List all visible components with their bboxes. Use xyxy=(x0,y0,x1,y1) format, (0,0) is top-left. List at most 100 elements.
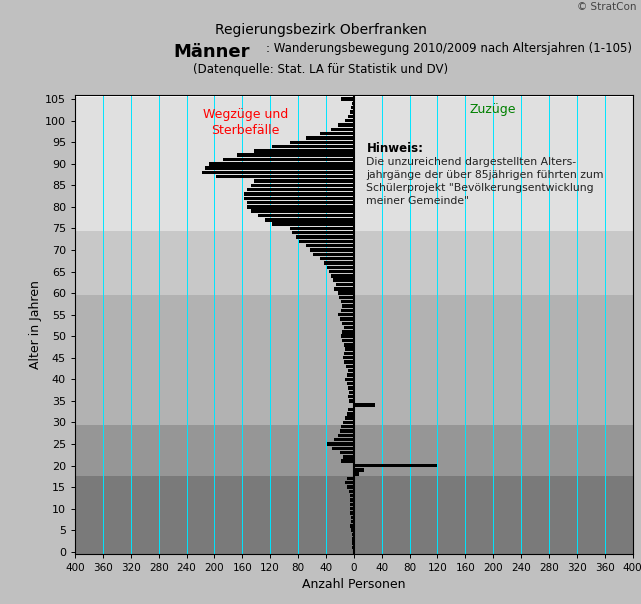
Bar xyxy=(328,442,354,446)
Bar xyxy=(335,287,354,291)
Bar xyxy=(340,429,354,432)
Bar xyxy=(345,416,354,420)
Bar xyxy=(349,494,354,498)
Bar xyxy=(344,420,354,424)
X-axis label: Anzahl Personen: Anzahl Personen xyxy=(302,579,406,591)
Bar xyxy=(338,291,354,295)
Bar xyxy=(343,356,354,359)
Bar xyxy=(347,386,354,390)
Bar xyxy=(351,511,354,515)
Bar xyxy=(244,192,354,196)
Bar xyxy=(329,270,354,273)
Bar xyxy=(354,472,360,476)
Bar xyxy=(342,339,354,342)
Bar xyxy=(202,171,354,174)
Bar xyxy=(216,175,354,178)
Bar xyxy=(254,149,354,153)
Text: © StratCon: © StratCon xyxy=(577,2,637,12)
Bar xyxy=(313,252,354,256)
Bar xyxy=(351,503,354,506)
Bar xyxy=(75,477,633,554)
Text: Die unzureichend dargestellten Alters-
jahrgänge der über 85jährigen führten zum: Die unzureichend dargestellten Alters- j… xyxy=(367,157,604,206)
Bar xyxy=(354,464,438,467)
Bar xyxy=(310,248,354,252)
Bar xyxy=(342,330,354,333)
Bar xyxy=(340,451,354,454)
Bar xyxy=(342,321,354,325)
Bar xyxy=(335,438,354,442)
Bar xyxy=(237,153,354,157)
Bar xyxy=(331,446,354,450)
Bar xyxy=(351,528,354,532)
Bar xyxy=(346,365,354,368)
Bar xyxy=(338,313,354,316)
Bar xyxy=(247,188,354,191)
Bar xyxy=(341,97,354,101)
Bar xyxy=(299,240,354,243)
Bar xyxy=(345,347,354,351)
Bar xyxy=(337,283,354,286)
Bar xyxy=(349,391,354,394)
Text: Hinweis:: Hinweis: xyxy=(367,142,423,155)
Bar xyxy=(306,244,354,248)
Bar xyxy=(339,296,354,299)
Bar xyxy=(344,361,354,364)
Bar xyxy=(349,507,354,510)
Text: : Wanderungsbewegung 2010/2009 nach Altersjahren (1-105): : Wanderungsbewegung 2010/2009 nach Alte… xyxy=(266,42,632,55)
Bar xyxy=(347,369,354,373)
Bar xyxy=(223,158,354,161)
Bar xyxy=(344,343,354,347)
Bar xyxy=(272,145,354,148)
Bar xyxy=(348,395,354,398)
Bar xyxy=(347,477,354,480)
Bar xyxy=(306,137,354,140)
Bar xyxy=(342,304,354,308)
Bar xyxy=(331,127,354,131)
Bar xyxy=(341,425,354,428)
Bar xyxy=(352,533,354,536)
Bar xyxy=(247,201,354,204)
Bar xyxy=(75,295,633,425)
Bar xyxy=(292,231,354,234)
Bar xyxy=(251,184,354,187)
Bar xyxy=(254,179,354,183)
Text: Regierungsbezirk Oberfranken: Regierungsbezirk Oberfranken xyxy=(215,23,426,37)
Bar xyxy=(320,257,354,260)
Bar xyxy=(265,218,354,222)
Bar xyxy=(348,408,354,411)
Bar xyxy=(75,425,633,477)
Bar xyxy=(347,486,354,489)
Bar xyxy=(340,300,354,303)
Bar xyxy=(349,490,354,493)
Bar xyxy=(345,378,354,381)
Bar xyxy=(340,309,354,312)
Bar xyxy=(341,460,354,463)
Bar xyxy=(258,214,354,217)
Bar xyxy=(272,222,354,226)
Bar xyxy=(251,210,354,213)
Bar xyxy=(353,541,354,545)
Bar xyxy=(354,468,364,472)
Bar xyxy=(75,97,633,231)
Bar xyxy=(209,162,354,165)
Bar xyxy=(347,373,354,377)
Bar xyxy=(347,115,354,118)
Bar xyxy=(340,317,354,321)
Bar xyxy=(351,515,354,519)
Bar xyxy=(351,106,354,109)
Bar xyxy=(338,434,354,437)
Bar xyxy=(324,261,354,265)
Bar xyxy=(343,455,354,458)
Bar xyxy=(352,545,354,549)
Bar xyxy=(351,498,354,502)
Bar xyxy=(354,403,375,407)
Bar xyxy=(296,236,354,239)
Bar xyxy=(353,537,354,541)
Bar xyxy=(333,278,354,282)
Bar xyxy=(351,520,354,523)
Bar xyxy=(338,123,354,127)
Bar xyxy=(345,481,354,484)
Bar xyxy=(344,326,354,329)
Bar xyxy=(205,166,354,170)
Y-axis label: Alter in Jahren: Alter in Jahren xyxy=(29,280,42,369)
